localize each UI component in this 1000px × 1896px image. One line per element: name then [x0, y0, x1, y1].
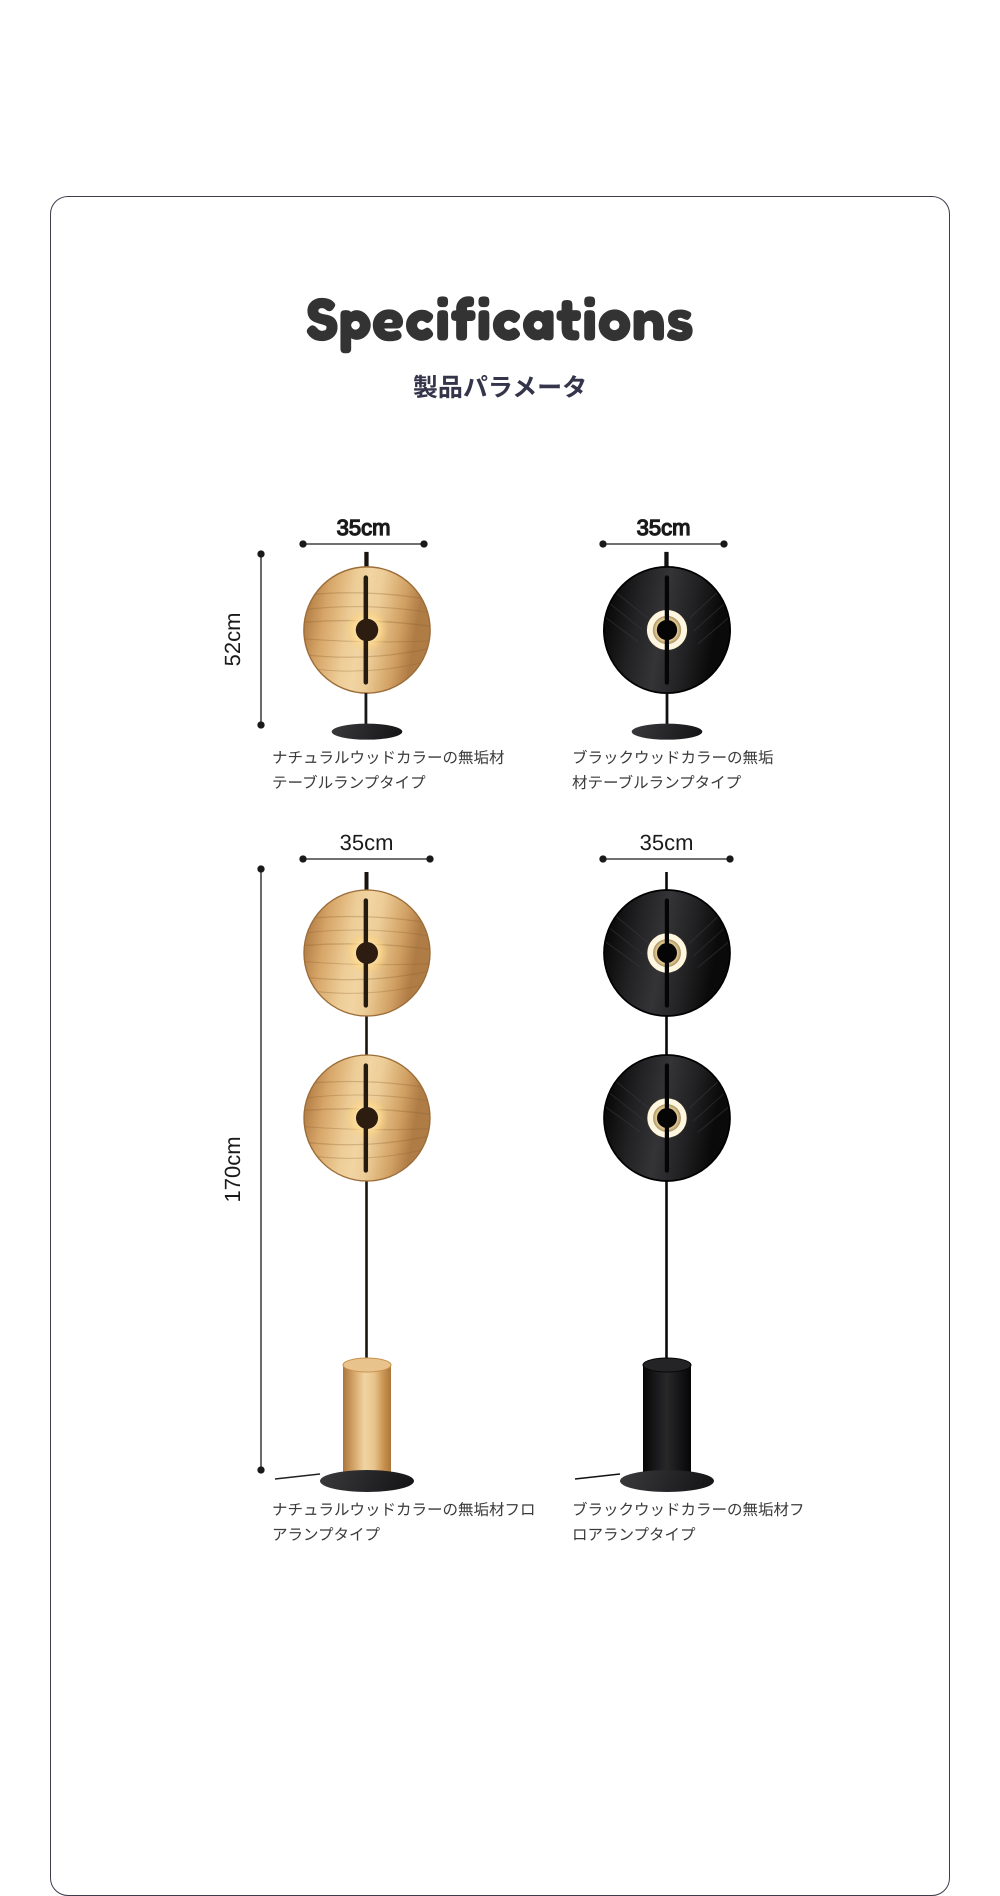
svg-text:35cm: 35cm [637, 515, 691, 540]
svg-text:35cm: 35cm [340, 830, 394, 855]
svg-text:35cm: 35cm [337, 515, 391, 540]
svg-text:52cm: 52cm [220, 613, 245, 667]
svg-text:35cm: 35cm [640, 830, 694, 855]
svg-text:170cm: 170cm [220, 1136, 245, 1202]
